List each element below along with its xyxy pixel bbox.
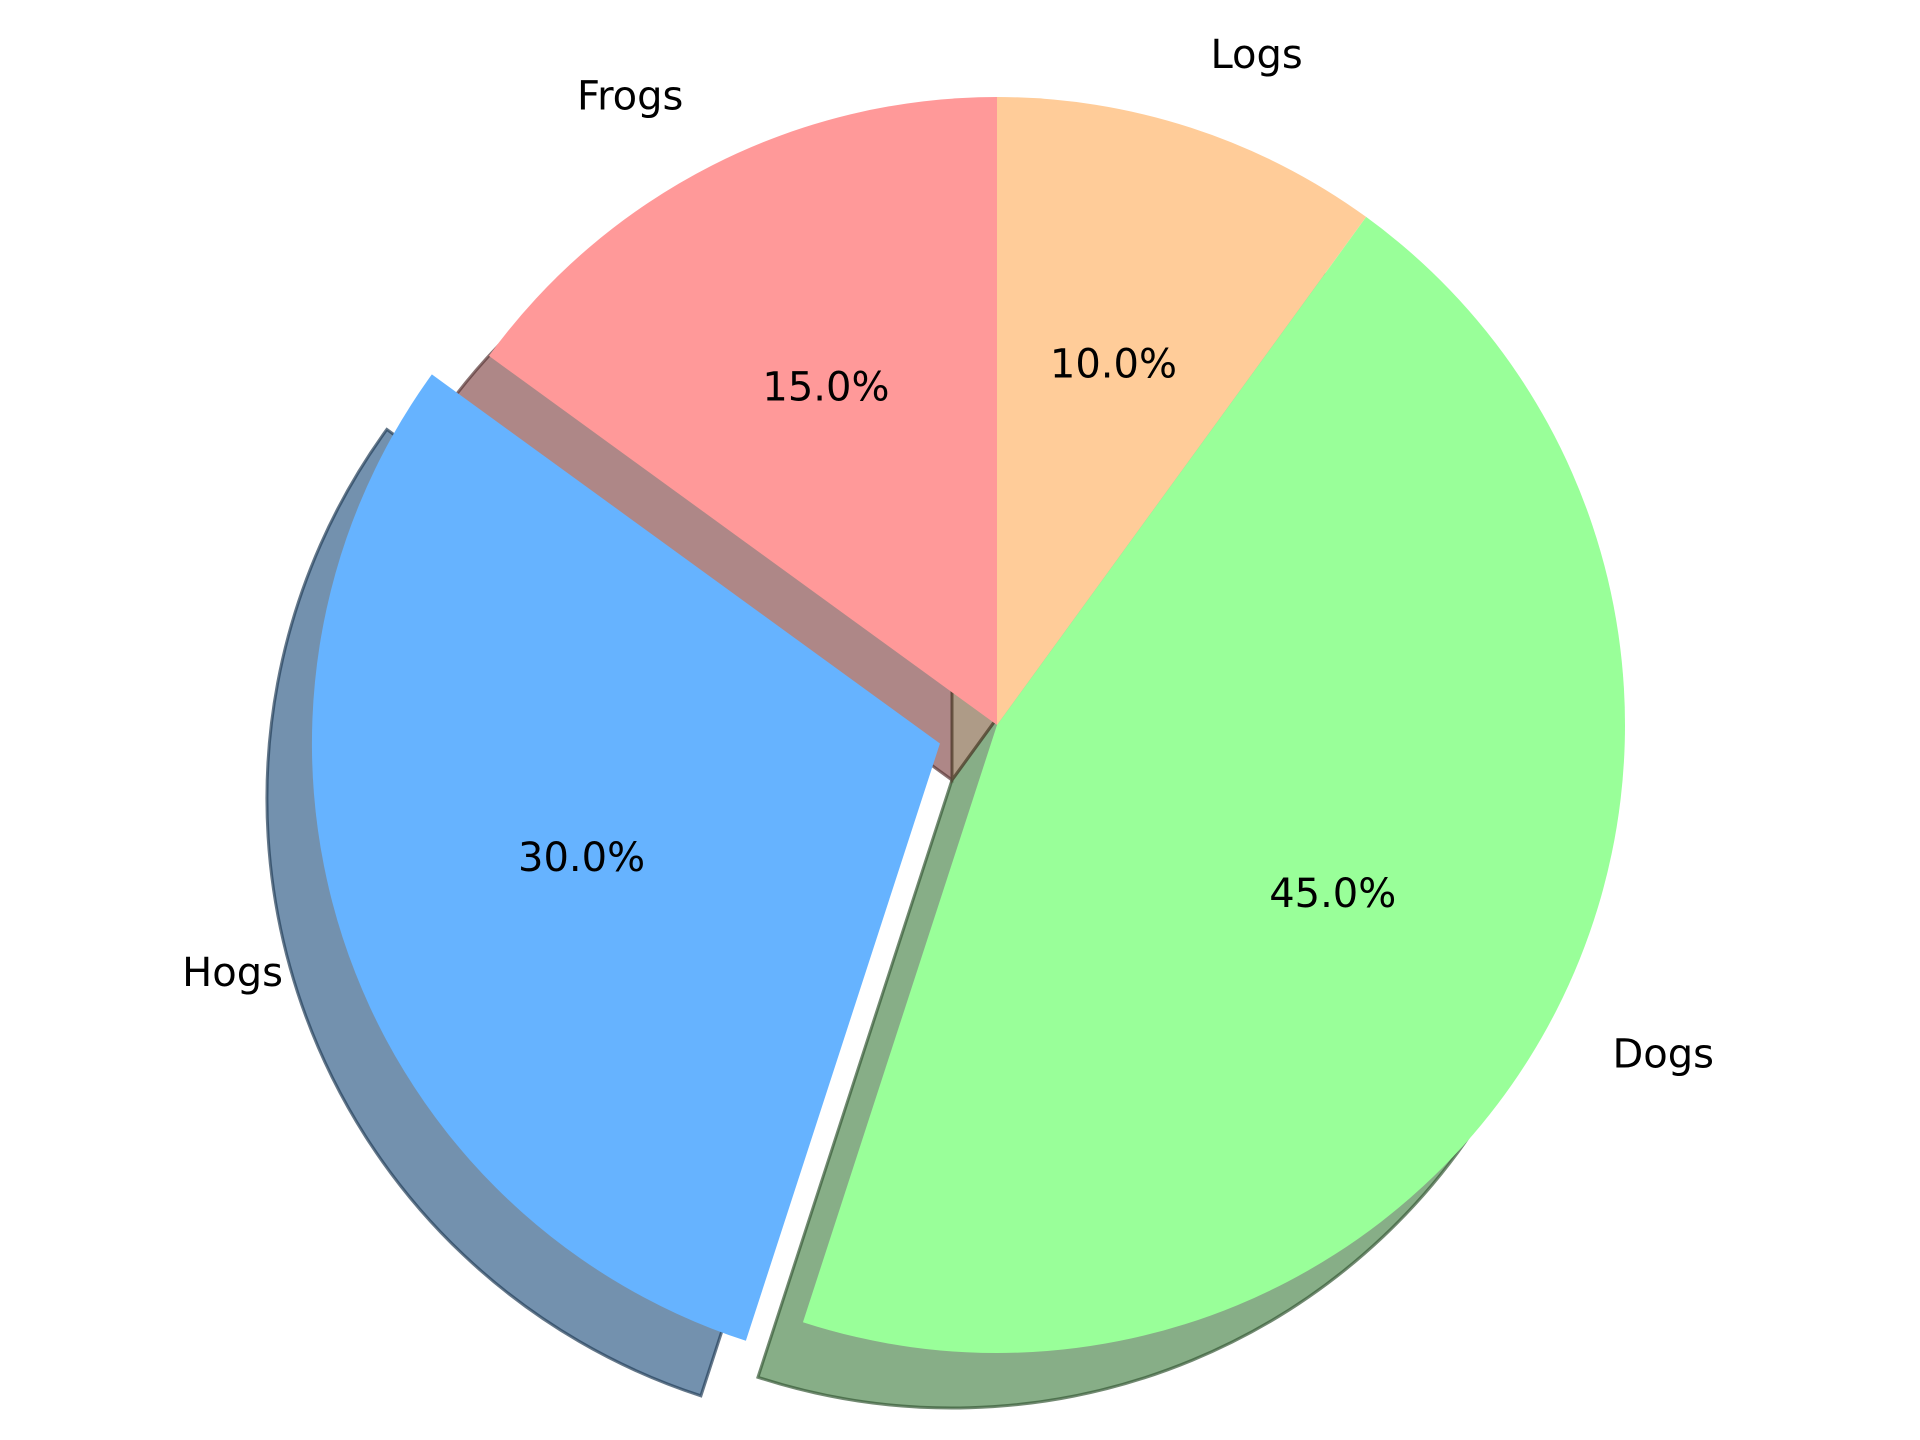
pie-slice-logs bbox=[997, 97, 1367, 725]
pie-percent-dogs: 45.0% bbox=[1269, 871, 1396, 917]
pie-slices bbox=[311, 97, 1626, 1354]
pie-labels: Frogs 15.0% Hogs 30.0% Dogs 45.0% Logs 10.0% bbox=[182, 32, 1714, 1077]
pie-percent-frogs: 15.0% bbox=[762, 364, 889, 410]
pie-slice-hogs bbox=[311, 374, 940, 1341]
pie-percent-hogs: 30.0% bbox=[518, 835, 645, 881]
pie-slice-frogs bbox=[488, 97, 997, 725]
pie-label-frogs: Frogs bbox=[577, 73, 683, 119]
pie-percent-logs: 10.0% bbox=[1050, 342, 1177, 388]
pie-label-logs: Logs bbox=[1210, 32, 1302, 78]
pie-label-dogs: Dogs bbox=[1613, 1031, 1715, 1077]
pie-label-hogs: Hogs bbox=[182, 950, 283, 996]
pie-slice-dogs bbox=[802, 216, 1626, 1354]
